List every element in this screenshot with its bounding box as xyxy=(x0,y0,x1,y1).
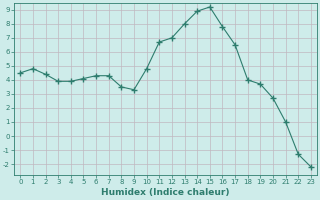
X-axis label: Humidex (Indice chaleur): Humidex (Indice chaleur) xyxy=(101,188,230,197)
